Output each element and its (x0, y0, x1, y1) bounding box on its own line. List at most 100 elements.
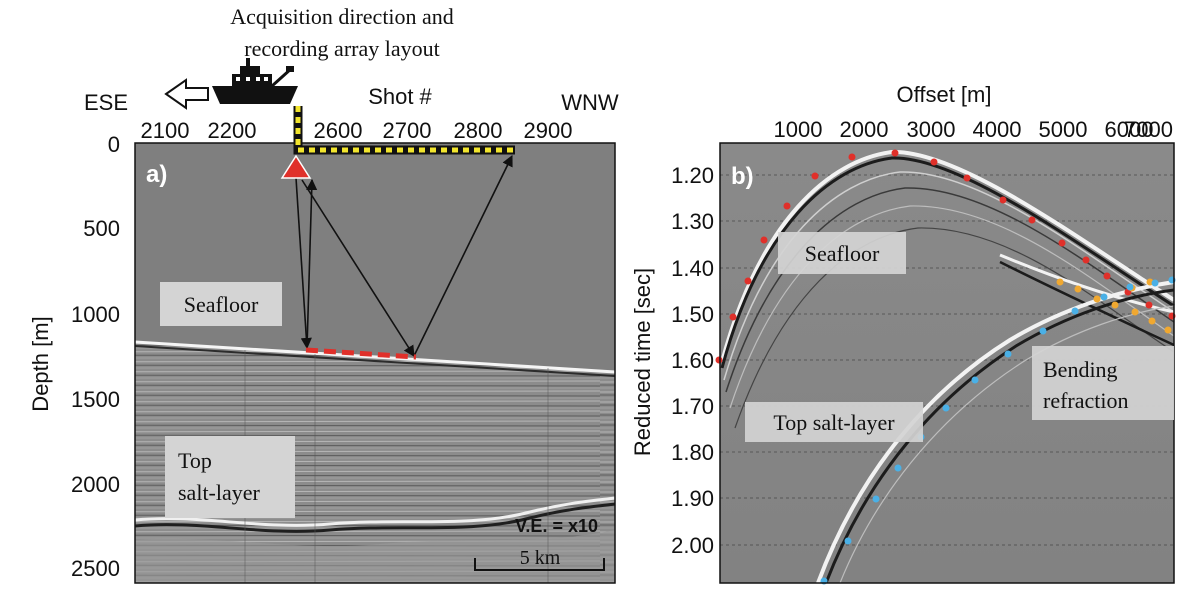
depth-tick-2500: 2500 (71, 556, 120, 581)
shot-tick-2700: 2700 (383, 118, 432, 143)
offset-tick-7000: 7000 (1124, 117, 1173, 142)
direction-right-label: WNW (561, 90, 619, 115)
pick-orange (1131, 308, 1139, 316)
caption-line-1: Acquisition direction and (230, 4, 454, 29)
vertical-exaggeration-label: V.E. = x10 (515, 516, 598, 536)
time-tick-2-00: 2.00 (671, 533, 714, 558)
seafloor-label-box (160, 282, 282, 326)
pick-orange (1056, 278, 1064, 286)
shot-tick-2100: 2100 (141, 118, 190, 143)
pick-red (848, 153, 856, 161)
shot-tick-2800: 2800 (454, 118, 503, 143)
arrow-left-icon (164, 78, 209, 110)
reflection-segment (305, 347, 417, 360)
shot-ticks: 2100 2200 2600 2700 2800 2900 (141, 118, 573, 143)
pick-red (729, 313, 737, 321)
offset-tick-1000: 1000 (774, 117, 823, 142)
pick-orange (1093, 295, 1101, 303)
pick-red (891, 149, 899, 157)
pick-blue (1039, 327, 1047, 335)
direction-left-label: ESE (84, 90, 128, 115)
pick-red (963, 174, 971, 182)
seafloor-label: Seafloor (184, 292, 259, 317)
pick-blue (1126, 283, 1134, 291)
shot-tick-2200: 2200 (208, 118, 257, 143)
pick-blue (1100, 293, 1108, 301)
depth-tick-0: 0 (108, 132, 120, 157)
pick-orange (1148, 317, 1156, 325)
pick-blue (1151, 279, 1159, 287)
time-tick-1-80: 1.80 (671, 440, 714, 465)
source-triangle-icon (280, 154, 312, 179)
pick-blue (872, 495, 880, 503)
pick-red (1058, 239, 1066, 247)
pick-blue (894, 464, 902, 472)
pick-red (811, 172, 819, 180)
top-salt-b-label-box (745, 402, 923, 442)
offset-tick-5000: 5000 (1039, 117, 1088, 142)
top-salt-label-line-1: Top (178, 448, 212, 473)
time-tick-1-60: 1.60 (671, 348, 714, 373)
shot-tick-2600: 2600 (314, 118, 363, 143)
shot-tick-2900: 2900 (524, 118, 573, 143)
scale-bar-label: 5 km (520, 547, 561, 569)
panel-b: Offset [m] 1000 2000 3000 4000 5000 6000… (630, 82, 1176, 585)
picks-red (715, 149, 1176, 364)
panel-a-frame (134, 142, 616, 584)
pick-orange (1164, 326, 1172, 334)
pick-blue (942, 404, 950, 412)
pick-blue (1071, 307, 1079, 315)
shot-axis-title: Shot # (368, 84, 432, 109)
pick-red (1082, 256, 1090, 264)
offset-tick-6000: 6000 (1105, 117, 1154, 142)
reduced-time-axis-title: Reduced time [sec] (630, 268, 655, 456)
offset-tick-2000: 2000 (840, 117, 889, 142)
pick-red (760, 236, 768, 244)
time-tick-1-50: 1.50 (671, 302, 714, 327)
bending-refraction-label-box (1032, 346, 1174, 420)
offset-ticks: 1000 2000 3000 4000 5000 6000 7000 (774, 117, 1173, 142)
ray-paths (295, 154, 513, 357)
time-tick-1-90: 1.90 (671, 486, 714, 511)
pick-red (1145, 301, 1153, 309)
caption-line-2: recording array layout (244, 36, 439, 61)
time-tick-1-20: 1.20 (671, 163, 714, 188)
panel-a-label: a) (146, 161, 167, 188)
depth-tick-500: 500 (83, 216, 120, 241)
depth-axis-title: Depth [m] (28, 316, 53, 411)
pick-orange (1111, 301, 1119, 309)
time-ticks: 1.20 1.30 1.40 1.50 1.60 1.70 1.80 1.90 … (671, 163, 714, 558)
top-salt-b-label: Top salt-layer (773, 410, 895, 435)
bending-refraction-label-line-1: Bending (1043, 357, 1118, 382)
bending-refraction-label-line-2: refraction (1043, 388, 1129, 413)
panel-a: Acquisition direction and recording arra… (28, 4, 619, 584)
top-salt-label-box (165, 436, 295, 518)
panel-b-label: b) (731, 163, 754, 190)
time-tick-1-40: 1.40 (671, 256, 714, 281)
seafloor-b-label: Seafloor (805, 241, 880, 266)
depth-ticks: 0 500 1000 1500 2000 2500 (71, 132, 120, 581)
seafloor-b-label-box (778, 232, 906, 274)
pick-red (1028, 216, 1036, 224)
pick-blue (844, 537, 852, 545)
pick-red (1103, 272, 1111, 280)
top-salt-arrivals (816, 280, 1175, 584)
pick-blue (971, 376, 979, 384)
scale-bar: 5 km (474, 547, 605, 571)
pick-red (783, 202, 791, 210)
pick-red (930, 158, 938, 166)
time-tick-1-70: 1.70 (671, 394, 714, 419)
depth-tick-1000: 1000 (71, 302, 120, 327)
pick-red (744, 277, 752, 285)
ship-icon (212, 58, 298, 104)
depth-tick-2000: 2000 (71, 472, 120, 497)
offset-tick-4000: 4000 (973, 117, 1022, 142)
pick-blue (1004, 350, 1012, 358)
offset-tick-3000: 3000 (907, 117, 956, 142)
pick-red (999, 196, 1007, 204)
top-salt-label-line-2: salt-layer (178, 480, 261, 505)
depth-tick-1500: 1500 (71, 387, 120, 412)
offset-axis-title: Offset [m] (897, 82, 992, 107)
pick-orange (1074, 285, 1082, 293)
